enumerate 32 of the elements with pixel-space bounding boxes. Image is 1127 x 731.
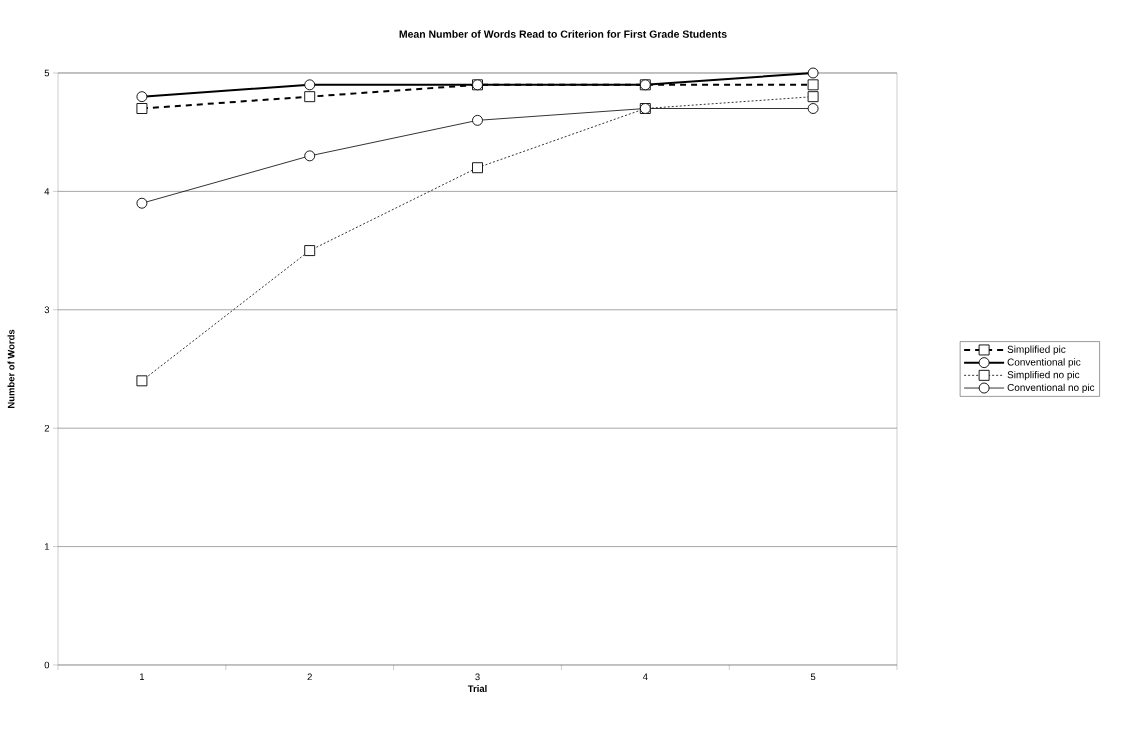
point bbox=[807, 79, 819, 91]
y-axis-title: Number of Words bbox=[7, 329, 15, 408]
point bbox=[304, 245, 316, 257]
point bbox=[304, 91, 316, 103]
point bbox=[472, 162, 483, 174]
x-tick-label: 4 bbox=[642, 673, 648, 681]
point bbox=[304, 79, 316, 91]
y-tick-label: 5 bbox=[44, 69, 50, 77]
y-tick-label: 3 bbox=[44, 306, 50, 314]
x-tick-label: 1 bbox=[140, 673, 145, 681]
x-tick-label: 2 bbox=[307, 673, 312, 681]
point bbox=[304, 150, 316, 162]
point bbox=[136, 197, 148, 209]
y-tick-label: 4 bbox=[44, 188, 50, 195]
x-tick-label: 3 bbox=[475, 673, 480, 681]
x-tick-label: 5 bbox=[810, 673, 816, 681]
point bbox=[136, 103, 148, 114]
chart-title: Mean Number of Words Read to Criterion for First Grade Students bbox=[399, 30, 727, 38]
legend-label: Conventional no pic bbox=[1007, 383, 1095, 393]
y-tick-label: 0 bbox=[44, 661, 50, 669]
y-tick-label: 1 bbox=[44, 543, 50, 550]
y-tick-label: 2 bbox=[44, 424, 50, 432]
legend-label: Simplified no pic bbox=[1007, 370, 1080, 381]
legend-label: Conventional pic bbox=[1007, 358, 1081, 368]
point bbox=[807, 91, 819, 103]
legend-label: Simplified pic bbox=[1007, 345, 1066, 355]
x-axis-title: Trial bbox=[467, 685, 487, 692]
point bbox=[807, 103, 819, 114]
point bbox=[136, 91, 148, 103]
point bbox=[807, 67, 819, 79]
point bbox=[136, 375, 148, 387]
point bbox=[472, 114, 483, 126]
